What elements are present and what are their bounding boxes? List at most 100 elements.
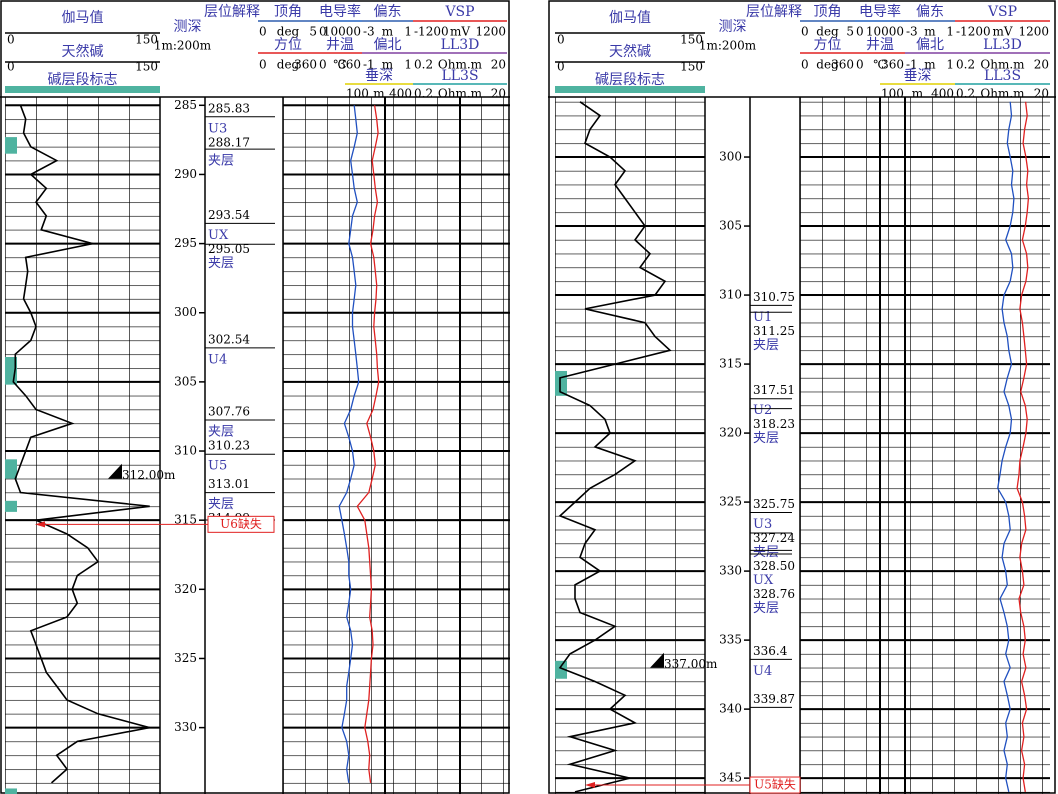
resistivity-curve [1016, 101, 1030, 793]
track-unit: Ohm.m [980, 87, 1025, 101]
track-max: 20 [491, 58, 506, 72]
track-unit: deg [816, 58, 839, 72]
depth-label: 325 [719, 495, 742, 509]
track-name: LL3S [441, 68, 478, 84]
layer-name: 夹层 [753, 545, 779, 560]
track-name: 偏北 [374, 37, 402, 53]
depth-marker [650, 652, 664, 668]
track-name: 偏东 [916, 4, 944, 20]
layer-name: 夹层 [208, 425, 234, 440]
depth-label: 330 [174, 720, 197, 734]
depth-label: 305 [174, 374, 197, 388]
marker-label: 312.00m [122, 468, 176, 482]
track-name: VSP [987, 4, 1017, 20]
layer-depth: 313.01 [208, 477, 250, 491]
layer-depth: 295.05 [208, 242, 250, 256]
header-name: 天然碱 [62, 43, 104, 60]
track-max: 360 [294, 58, 317, 72]
track-min: 100 [346, 87, 369, 101]
layer-name: U4 [208, 352, 227, 367]
layer-name: U1 [753, 310, 772, 325]
track-min: -3 [906, 25, 918, 39]
layer-name: U3 [753, 517, 772, 532]
zone-flag-bar [555, 86, 705, 93]
resistivity-curve [356, 105, 380, 783]
track-max: 5 [846, 25, 854, 39]
depth-title: 测深 [174, 19, 202, 35]
track-name: LL3S [984, 68, 1021, 84]
track-min: 0 [801, 25, 809, 39]
track-name: 井温 [866, 37, 894, 53]
depth-scale: 1m:200m [154, 39, 212, 53]
track-min: 0 [259, 25, 267, 39]
alkali-zone [5, 500, 17, 512]
layer-name: 夹层 [753, 601, 779, 616]
track-name: 电导率 [319, 3, 361, 20]
track-unit: Ohm.m [980, 58, 1025, 72]
track-min: -1200 [956, 25, 991, 39]
track-name: 偏北 [916, 37, 944, 53]
layer-depth: 285.83 [208, 101, 250, 115]
track-max: 5 [309, 25, 317, 39]
layer-depth: 328.50 [753, 559, 795, 573]
layer-title: 层位解释 [204, 4, 260, 20]
track-unit: m [373, 87, 385, 101]
track-name: LL3D [983, 37, 1022, 53]
header-min: 0 [7, 60, 15, 74]
depth-label: 335 [719, 633, 742, 647]
zone-flag-bar [5, 86, 160, 93]
alkali-zone [5, 459, 17, 479]
track-unit: deg [277, 58, 300, 72]
missing-arrowhead [585, 782, 595, 789]
missing-label: U6缺失 [220, 516, 262, 531]
track-unit: mV [450, 25, 470, 39]
depth-label: 315 [719, 357, 742, 371]
header-name: 伽马值 [62, 10, 104, 26]
track-unit: m [924, 25, 936, 39]
track-min: -1200 [414, 25, 449, 39]
layer-name: 夹层 [208, 256, 234, 271]
depth-label: 300 [174, 305, 197, 319]
track-unit: ℃ [873, 58, 886, 72]
depth-title: 测深 [719, 19, 747, 35]
depth-label: 325 [174, 651, 197, 665]
track-min: 0.2 [414, 58, 433, 72]
track-max: 20 [1034, 58, 1049, 72]
layer-depth: 311.25 [753, 324, 795, 338]
layer-depth: 302.54 [208, 332, 250, 346]
track-unit: deg [816, 25, 839, 39]
gamma-grid [555, 97, 705, 794]
track-min: 0.2 [956, 58, 975, 72]
header-min: 0 [7, 33, 15, 47]
header-max: 150 [680, 33, 703, 47]
track-name: 顶角 [814, 4, 842, 20]
track-name: 井温 [326, 37, 354, 53]
depth-label: 320 [719, 426, 742, 440]
track-max: 400 [931, 87, 954, 101]
track-unit: m [382, 25, 394, 39]
track-name: 方位 [274, 37, 302, 53]
gamma-curve [12, 105, 150, 784]
track-name: 顶角 [274, 4, 302, 20]
track-name: 垂深 [365, 68, 393, 84]
track-min: -1 [906, 58, 918, 72]
track-min: 100 [881, 87, 904, 101]
layer-name: 夹层 [208, 154, 234, 169]
depth-label: 295 [174, 236, 197, 250]
layer-name: 夹层 [208, 497, 234, 512]
track-unit: Ohm.m [438, 87, 483, 101]
missing-label: U5缺失 [754, 777, 796, 792]
track-max: 360 [881, 58, 904, 72]
depth-label: 345 [719, 771, 742, 785]
depth-label: 330 [719, 564, 742, 578]
gamma-grid [5, 97, 160, 794]
depth-label: 340 [719, 702, 742, 716]
track-max: 20 [491, 87, 506, 101]
track-unit: m [382, 58, 394, 72]
track-min: -1 [363, 58, 375, 72]
marker-label: 337.00m [664, 657, 718, 671]
track-name: LL3D [441, 37, 480, 53]
track-min: 0 [259, 58, 267, 72]
layer-depth: 328.76 [753, 587, 795, 601]
layer-depth: 293.54 [208, 208, 250, 222]
